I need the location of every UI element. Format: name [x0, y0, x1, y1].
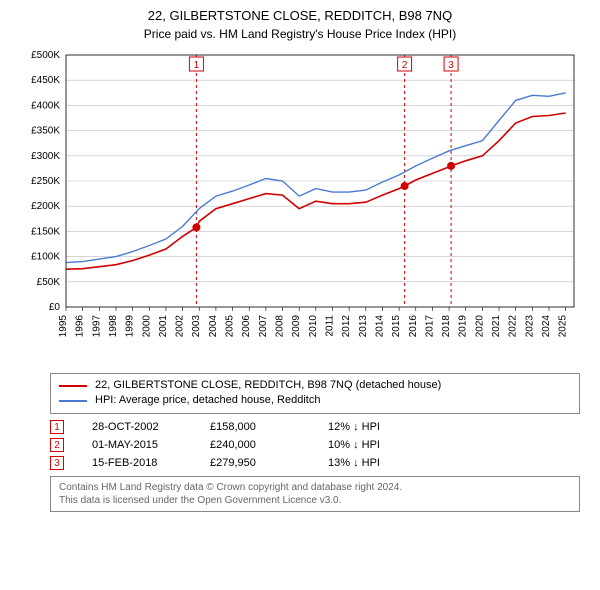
- y-tick-label: £500K: [31, 50, 60, 61]
- x-tick-label: 2006: [241, 314, 252, 337]
- x-tick-label: 2025: [558, 314, 569, 337]
- legend-label: 22, GILBERTSTONE CLOSE, REDDITCH, B98 7N…: [95, 378, 441, 393]
- x-tick-label: 2004: [208, 314, 219, 337]
- x-tick-label: 1999: [125, 314, 136, 337]
- x-tick-label: 2012: [341, 314, 352, 337]
- y-tick-label: £350K: [31, 125, 60, 136]
- sale-dot: [447, 162, 455, 170]
- x-tick-label: 2014: [374, 314, 385, 337]
- footer-line: This data is licensed under the Open Gov…: [59, 494, 571, 507]
- legend-row: 22, GILBERTSTONE CLOSE, REDDITCH, B98 7N…: [59, 378, 571, 393]
- y-tick-label: £50K: [37, 277, 61, 288]
- x-tick-label: 2013: [358, 314, 369, 337]
- marker-date: 01-MAY-2015: [92, 439, 182, 451]
- y-tick-label: £100K: [31, 251, 60, 262]
- marker-delta: 10% ↓ HPI: [328, 439, 418, 451]
- sale-dot: [192, 223, 200, 231]
- marker-row: 1 28-OCT-2002 £158,000 12% ↓ HPI: [50, 418, 580, 436]
- marker-price: £158,000: [210, 421, 300, 433]
- chart-subtitle: Price paid vs. HM Land Registry's House …: [10, 27, 590, 41]
- marker-price: £240,000: [210, 439, 300, 451]
- x-tick-label: 2008: [275, 314, 286, 337]
- x-tick-label: 2010: [308, 314, 319, 337]
- x-tick-label: 2019: [458, 314, 469, 337]
- x-tick-label: 2021: [491, 314, 502, 337]
- x-tick-label: 2015: [391, 314, 402, 337]
- x-tick-label: 2000: [141, 314, 152, 337]
- x-tick-label: 2017: [424, 314, 435, 337]
- chart-page: 22, GILBERTSTONE CLOSE, REDDITCH, B98 7N…: [0, 0, 600, 590]
- marker-row: 3 15-FEB-2018 £279,950 13% ↓ HPI: [50, 454, 580, 472]
- marker-num: 1: [50, 420, 64, 434]
- x-tick-label: 2011: [324, 314, 335, 336]
- y-tick-label: £250K: [31, 176, 60, 187]
- x-tick-label: 2005: [225, 314, 236, 337]
- legend-swatch: [59, 385, 87, 387]
- chart-title: 22, GILBERTSTONE CLOSE, REDDITCH, B98 7N…: [10, 8, 590, 25]
- marker-badge-num: 1: [194, 60, 200, 71]
- marker-delta: 12% ↓ HPI: [328, 421, 418, 433]
- x-tick-label: 1997: [91, 314, 102, 337]
- x-tick-label: 2016: [408, 314, 419, 337]
- y-tick-label: £400K: [31, 100, 60, 111]
- marker-badge-num: 3: [448, 60, 454, 71]
- x-tick-label: 2007: [258, 314, 269, 337]
- marker-num: 3: [50, 456, 64, 470]
- legend-swatch: [59, 400, 87, 402]
- marker-delta: 13% ↓ HPI: [328, 457, 418, 469]
- marker-row: 2 01-MAY-2015 £240,000 10% ↓ HPI: [50, 436, 580, 454]
- y-tick-label: £450K: [31, 75, 60, 86]
- x-tick-label: 2022: [508, 314, 519, 337]
- marker-badge-num: 2: [402, 60, 408, 71]
- x-tick-label: 2020: [474, 314, 485, 337]
- y-tick-label: £300K: [31, 151, 60, 162]
- x-tick-label: 2023: [524, 314, 535, 337]
- x-tick-label: 2002: [175, 314, 186, 337]
- marker-date: 15-FEB-2018: [92, 457, 182, 469]
- price-line-chart: £0 £50K £100K £150K £200K £250K £300K £350K £400…: [20, 47, 580, 367]
- x-tick-label: 2009: [291, 314, 302, 337]
- x-tick-label: 2024: [541, 314, 552, 337]
- legend-label: HPI: Average price, detached house, Redd…: [95, 393, 320, 408]
- y-tick-label: £150K: [31, 226, 60, 237]
- marker-price: £279,950: [210, 457, 300, 469]
- x-tick-label: 1996: [75, 314, 86, 337]
- x-tick-label: 1995: [58, 314, 69, 337]
- y-tick-label: £200K: [31, 201, 60, 212]
- x-tick-label: 2001: [158, 314, 169, 337]
- marker-num: 2: [50, 438, 64, 452]
- x-tick-label: 2003: [191, 314, 202, 337]
- marker-table: 1 28-OCT-2002 £158,000 12% ↓ HPI 2 01-MAY-201…: [50, 418, 580, 472]
- attribution-footer: Contains HM Land Registry data © Crown c…: [50, 476, 580, 512]
- legend-box: 22, GILBERTSTONE CLOSE, REDDITCH, B98 7N…: [50, 373, 580, 414]
- sale-dot: [401, 182, 409, 190]
- footer-line: Contains HM Land Registry data © Crown c…: [59, 481, 571, 494]
- x-tick-label: 1998: [108, 314, 119, 337]
- x-tick-label: 2018: [441, 314, 452, 337]
- marker-date: 28-OCT-2002: [92, 421, 182, 433]
- legend-row: HPI: Average price, detached house, Redd…: [59, 393, 571, 408]
- y-tick-label: £0: [49, 302, 61, 313]
